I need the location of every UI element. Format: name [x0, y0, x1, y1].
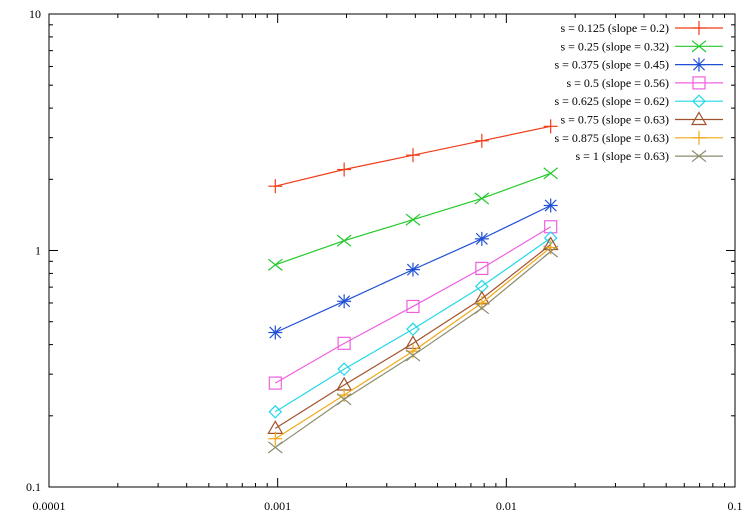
legend-marker	[692, 130, 706, 145]
legend-marker	[691, 40, 707, 53]
legend-label: s = 0.625 (slope = 0.62)	[554, 94, 669, 108]
data-point	[474, 302, 490, 315]
legend-entry: s = 0.75 (slope = 0.63)	[560, 111, 723, 127]
data-point	[543, 119, 558, 134]
data-point	[405, 213, 421, 226]
legend-marker	[692, 94, 706, 109]
legend-entry: s = 0.5 (slope = 0.56)	[566, 76, 723, 90]
data-point	[543, 198, 558, 213]
series-lines	[267, 119, 559, 454]
series-line	[274, 244, 552, 429]
series-4	[268, 220, 558, 390]
data-point	[405, 349, 421, 362]
tick-marks	[48, 13, 736, 488]
legend-entry: s = 0.25 (slope = 0.32)	[560, 39, 723, 53]
series-line	[274, 237, 552, 413]
legend-label: s = 0.875 (slope = 0.63)	[554, 131, 669, 145]
data-point	[474, 133, 489, 148]
legend-entry: s = 0.875 (slope = 0.63)	[554, 130, 723, 145]
legend-marker	[691, 150, 707, 163]
legend-entry: s = 0.625 (slope = 0.62)	[554, 94, 723, 108]
legend-marker	[692, 76, 706, 90]
y-tick-label: 10	[29, 7, 41, 21]
data-point	[337, 362, 351, 376]
series-2	[267, 167, 559, 271]
y-tick-label: 1	[35, 244, 41, 258]
data-point	[474, 192, 490, 205]
legend-marker	[692, 21, 706, 35]
data-point	[268, 431, 283, 446]
data-point	[474, 231, 489, 246]
y-tick-label: 0.1	[26, 480, 41, 494]
legend-entry: s = 0.125 (slope = 0.2)	[560, 21, 723, 35]
legend: s = 0.125 (slope = 0.2) s = 0.25 (slope =…	[554, 21, 723, 163]
data-point	[267, 441, 283, 454]
data-point	[268, 376, 282, 390]
data-point	[337, 336, 351, 350]
data-point	[475, 261, 489, 276]
legend-entry: s = 1 (slope = 0.63)	[575, 149, 723, 163]
x-tick-label: 0.01	[496, 499, 517, 513]
x-tick-label: 0.1	[728, 499, 743, 513]
legend-entry: s = 0.375 (slope = 0.45)	[554, 57, 723, 72]
series-3	[268, 198, 558, 340]
legend-label: s = 1 (slope = 0.63)	[575, 149, 669, 163]
x-tick-label: 0.0001	[33, 499, 66, 513]
data-point	[337, 162, 352, 177]
series-1	[268, 119, 558, 194]
data-point	[337, 294, 352, 309]
data-point	[336, 234, 352, 247]
series-8	[267, 245, 559, 454]
legend-label: s = 0.375 (slope = 0.45)	[554, 58, 669, 72]
x-tick-label: 0.001	[264, 499, 291, 513]
data-point	[267, 258, 283, 271]
data-point	[336, 393, 352, 406]
legend-marker	[692, 57, 706, 72]
data-point	[406, 299, 420, 314]
legend-label: s = 0.5 (slope = 0.56)	[566, 76, 669, 90]
data-point	[267, 420, 284, 434]
tick-labels: 0.0001 0.001 0.01 0.1 0.1 1 10	[26, 7, 743, 513]
legend-label: s = 0.25 (slope = 0.32)	[560, 39, 669, 53]
legend-marker	[690, 111, 708, 126]
data-point	[543, 167, 559, 180]
series-line	[275, 226, 551, 384]
legend-label: s = 0.125 (slope = 0.2)	[560, 21, 669, 35]
data-point	[268, 179, 283, 194]
data-point	[405, 262, 420, 277]
data-point	[405, 148, 420, 163]
data-point	[268, 404, 283, 419]
legend-label: s = 0.75 (slope = 0.63)	[560, 113, 669, 127]
data-point	[543, 245, 559, 258]
data-point	[268, 325, 283, 340]
series-5	[268, 231, 558, 419]
